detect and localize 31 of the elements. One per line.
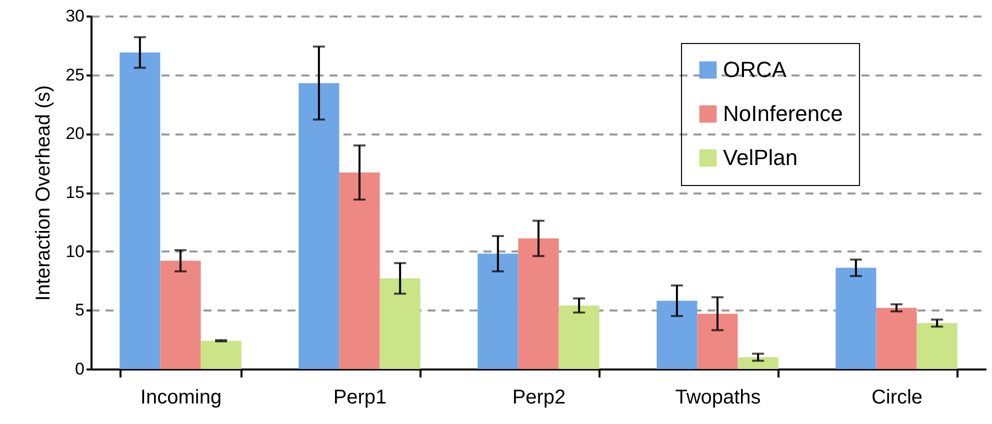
bar bbox=[697, 314, 738, 369]
bar bbox=[380, 278, 420, 369]
y-tick-label: 20 bbox=[66, 124, 84, 144]
bar bbox=[656, 300, 698, 369]
bar bbox=[518, 238, 559, 369]
y-tick-label: 5 bbox=[75, 300, 84, 320]
bar bbox=[200, 340, 242, 369]
y-tick-label: 30 bbox=[66, 6, 84, 26]
x-tick-label: Perp2 bbox=[512, 386, 566, 408]
x-tick-label: Perp1 bbox=[333, 386, 387, 408]
bar bbox=[558, 305, 600, 369]
legend-label: ORCA bbox=[723, 57, 787, 82]
bar bbox=[478, 254, 518, 369]
legend-label: VelPlan bbox=[723, 145, 798, 170]
y-tick-label: 10 bbox=[66, 242, 84, 261]
bar bbox=[836, 268, 876, 369]
x-tick-label: Incoming bbox=[140, 386, 222, 408]
bar bbox=[160, 260, 201, 369]
bar bbox=[916, 323, 958, 369]
bar bbox=[339, 172, 380, 369]
y-tick-label: 15 bbox=[66, 183, 84, 202]
x-tick-label: Twopaths bbox=[675, 386, 761, 408]
y-axis-title: Interaction Overhead (s) bbox=[32, 85, 55, 301]
y-tick-label: 25 bbox=[66, 65, 84, 84]
legend-label: NoInference bbox=[723, 101, 843, 126]
bar bbox=[738, 357, 778, 369]
y-tick-label: 0 bbox=[75, 360, 84, 378]
bar bbox=[120, 52, 160, 369]
x-tick-label: Circle bbox=[871, 386, 923, 408]
bar bbox=[298, 83, 340, 369]
bar bbox=[876, 308, 917, 369]
